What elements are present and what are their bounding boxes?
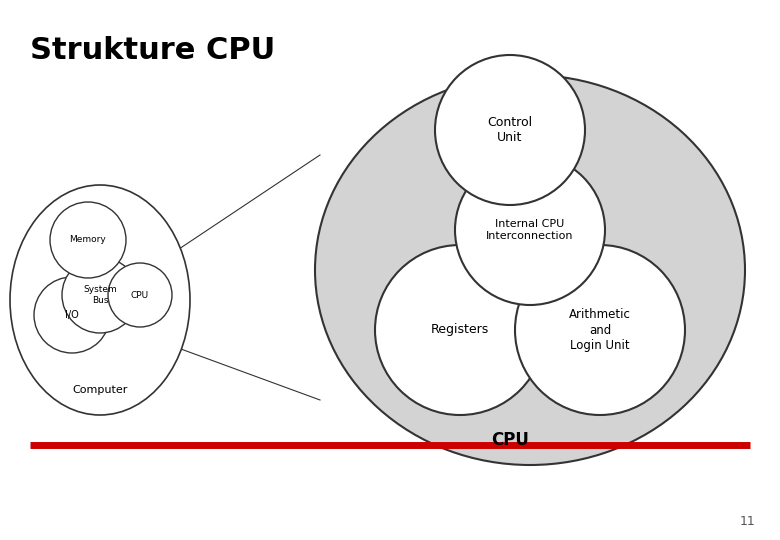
Ellipse shape	[10, 185, 190, 415]
Circle shape	[455, 155, 605, 305]
Text: Memory: Memory	[69, 235, 106, 245]
Circle shape	[62, 257, 138, 333]
Circle shape	[108, 263, 172, 327]
Text: 11: 11	[739, 515, 755, 528]
Circle shape	[515, 245, 685, 415]
Circle shape	[50, 202, 126, 278]
Circle shape	[375, 245, 545, 415]
Circle shape	[435, 55, 585, 205]
Text: Control
Unit: Control Unit	[488, 116, 533, 144]
Ellipse shape	[315, 75, 745, 465]
Text: Strukture CPU: Strukture CPU	[30, 36, 275, 65]
Text: Arithmetic
and
Login Unit: Arithmetic and Login Unit	[569, 308, 631, 352]
Text: Computer: Computer	[73, 385, 128, 395]
Circle shape	[34, 277, 110, 353]
Text: Internal CPU
Interconnection: Internal CPU Interconnection	[486, 219, 574, 241]
Text: CPU: CPU	[491, 431, 529, 449]
Text: Registers: Registers	[431, 323, 489, 336]
Text: I/O: I/O	[65, 310, 79, 320]
Text: System
Bus: System Bus	[83, 285, 117, 305]
Text: CPU: CPU	[131, 291, 149, 300]
